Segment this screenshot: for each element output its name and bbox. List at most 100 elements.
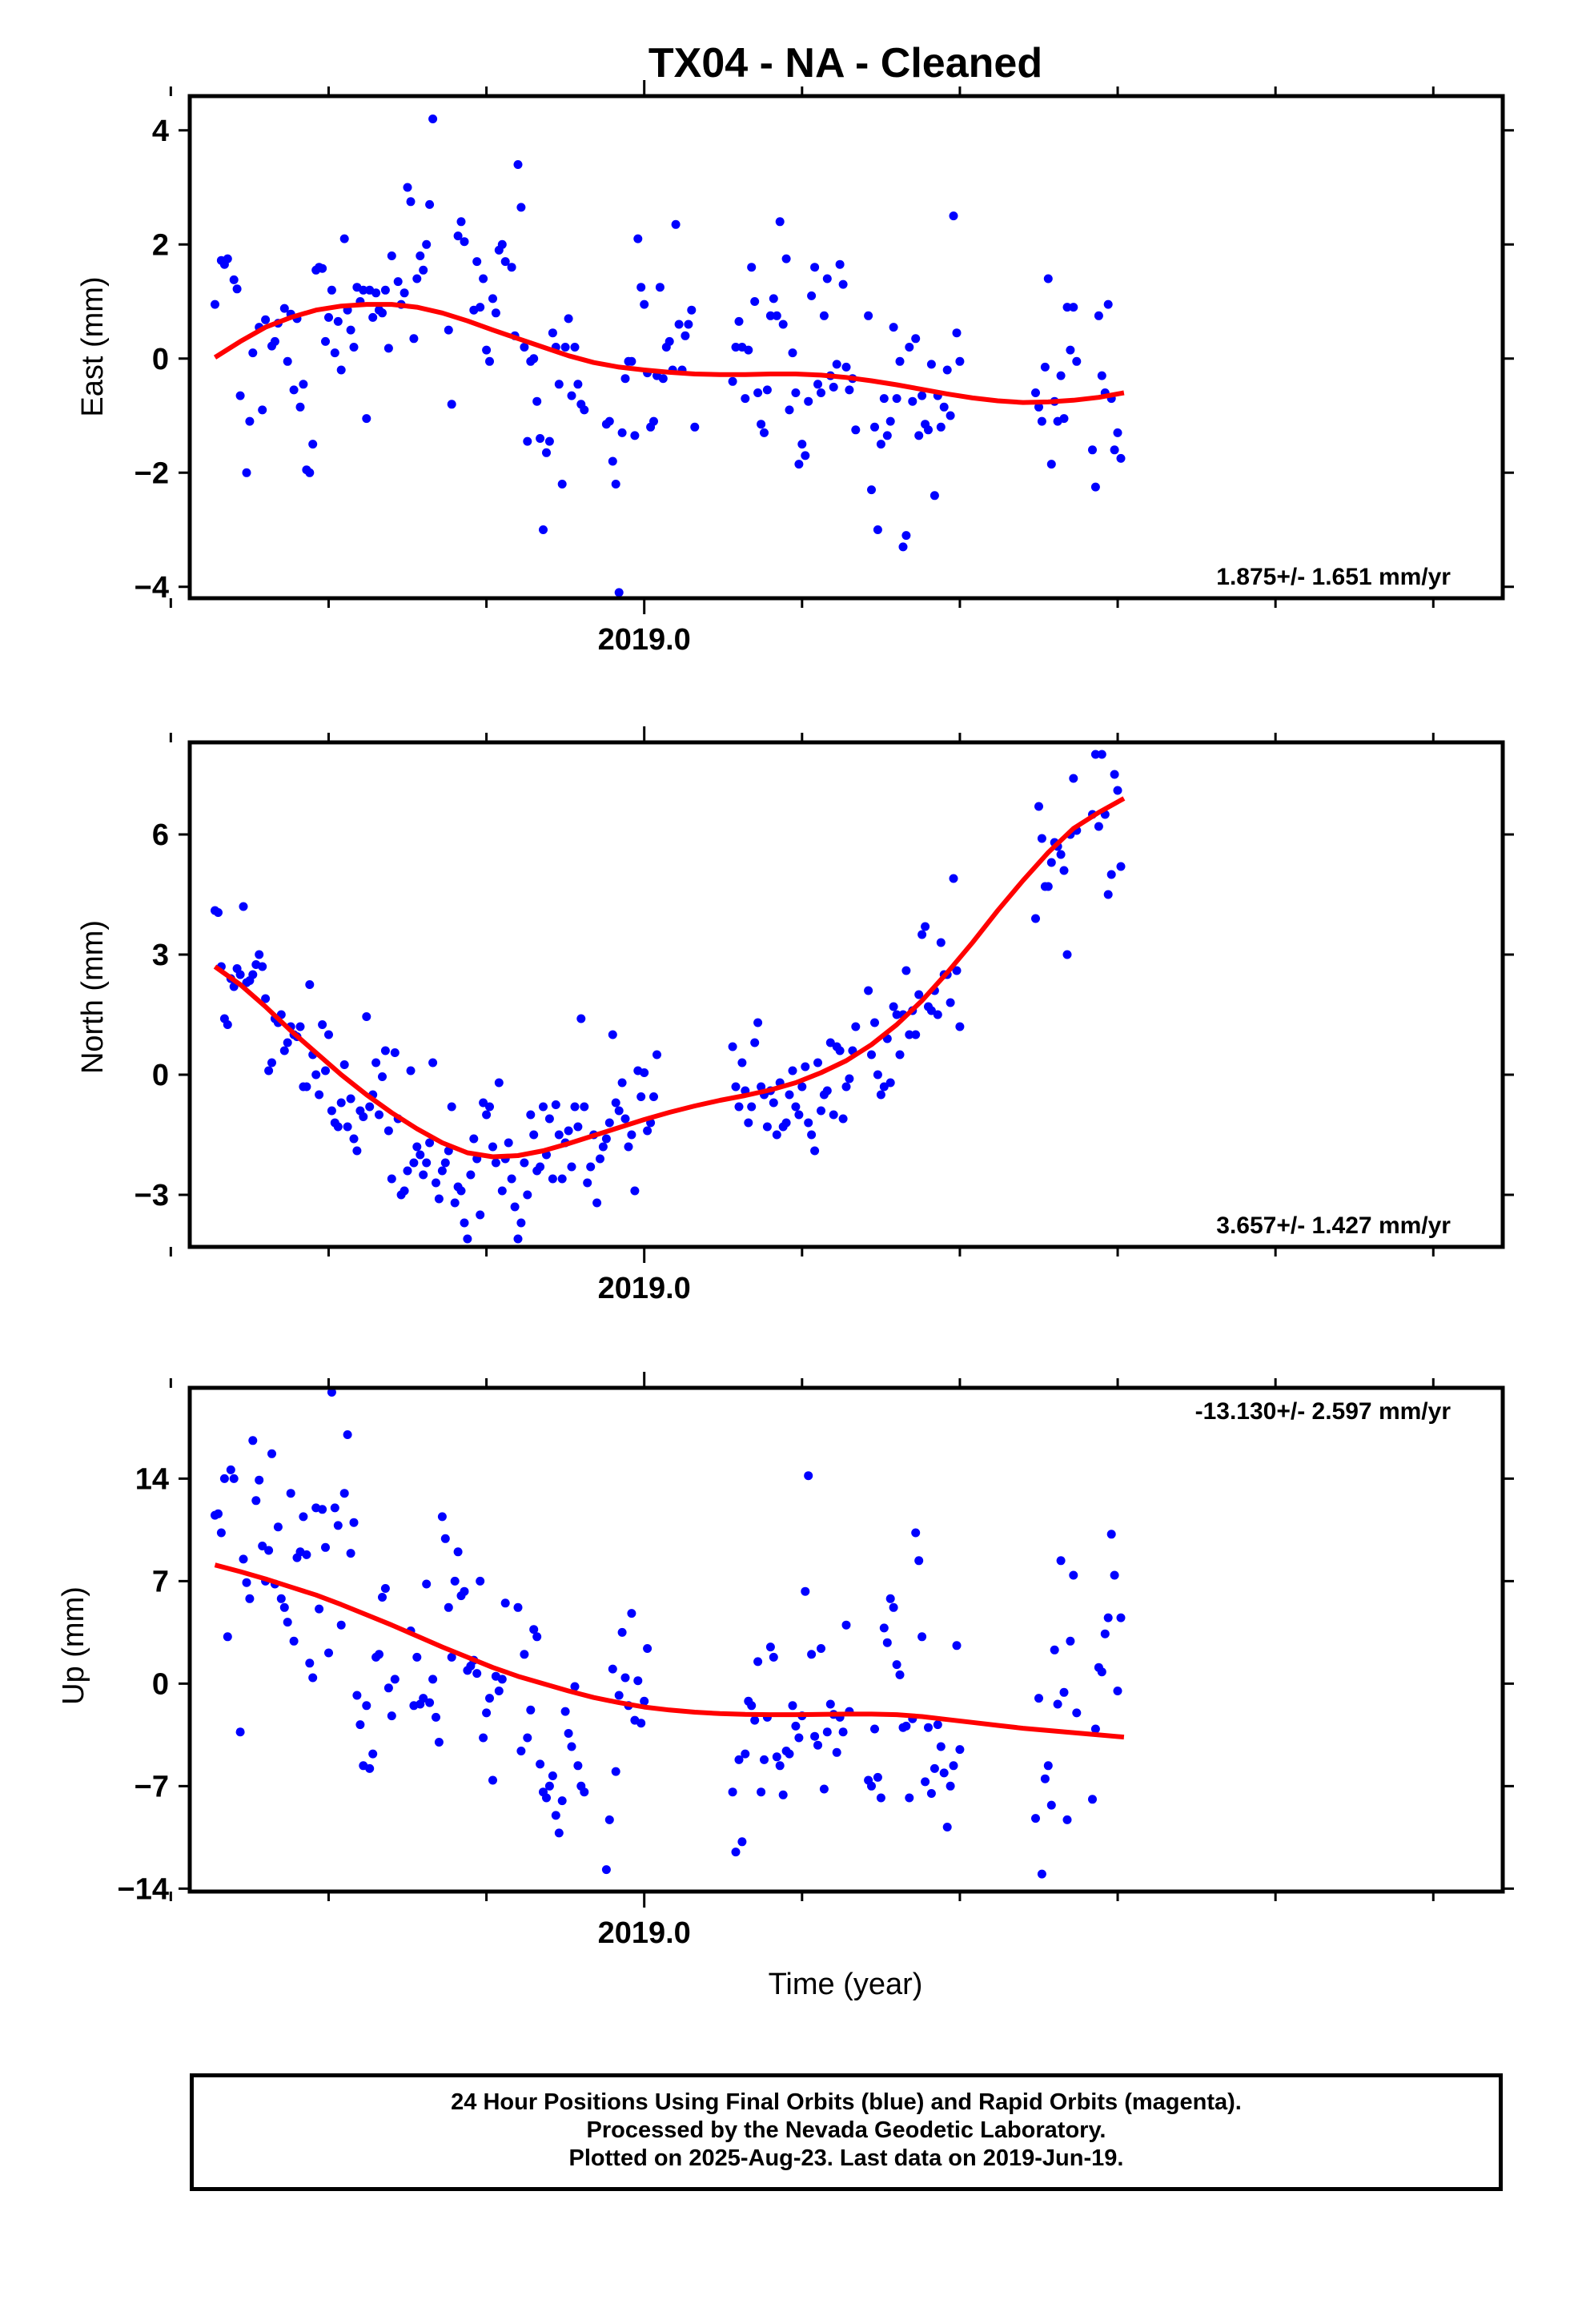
north-data-point bbox=[283, 1038, 292, 1047]
up-data-point bbox=[952, 1641, 962, 1651]
up-fit-line bbox=[214, 1562, 1125, 1740]
north-data-point bbox=[864, 986, 873, 995]
north-data-point bbox=[762, 1122, 772, 1132]
up-data-point bbox=[321, 1542, 330, 1552]
up-data-point bbox=[760, 1755, 769, 1764]
north-data-point bbox=[412, 1142, 422, 1152]
east-data-point bbox=[930, 491, 939, 501]
up-data-point bbox=[1050, 1645, 1059, 1655]
up-data-point bbox=[933, 1720, 942, 1730]
up-data-point bbox=[801, 1586, 810, 1596]
north-data-point bbox=[914, 990, 924, 999]
east-data-point bbox=[1088, 445, 1097, 455]
east-data-point bbox=[813, 380, 822, 389]
east-data-point bbox=[567, 391, 576, 400]
east-data-point bbox=[658, 374, 668, 384]
east-data-point bbox=[580, 405, 589, 415]
up-data-point bbox=[554, 1828, 564, 1838]
east-data-point bbox=[295, 402, 305, 412]
up-data-point bbox=[251, 1496, 261, 1506]
north-data-point bbox=[440, 1158, 450, 1168]
up-data-point bbox=[608, 1664, 617, 1674]
east-data-point bbox=[728, 376, 737, 386]
up-data-point bbox=[264, 1546, 274, 1555]
north-data-point bbox=[1031, 914, 1040, 923]
north-data-point bbox=[611, 1098, 620, 1108]
north-data-point bbox=[652, 1050, 661, 1059]
north-data-point bbox=[601, 1134, 611, 1144]
north-data-point bbox=[892, 1010, 901, 1019]
up-data-point bbox=[731, 1848, 741, 1857]
up-data-point bbox=[330, 1503, 339, 1513]
north-data-point bbox=[536, 1162, 545, 1172]
north-data-point bbox=[434, 1194, 444, 1204]
up-data-point bbox=[390, 1675, 400, 1684]
east-data-point bbox=[573, 380, 583, 389]
up-data-point bbox=[273, 1522, 283, 1532]
east-data-point bbox=[765, 311, 775, 320]
east-data-point bbox=[513, 160, 523, 169]
north-data-point bbox=[889, 1002, 898, 1011]
east-data-point bbox=[279, 304, 289, 313]
up-data-point bbox=[279, 1602, 289, 1612]
north-data-point bbox=[1046, 858, 1056, 867]
up-data-point bbox=[1046, 1800, 1056, 1810]
east-data-point bbox=[687, 305, 697, 315]
up-data-point bbox=[551, 1811, 560, 1820]
east-data-point bbox=[684, 320, 693, 329]
north-data-point bbox=[375, 1110, 383, 1120]
north-data-point bbox=[801, 1062, 810, 1072]
east-data-point bbox=[444, 325, 453, 335]
east-data-point bbox=[339, 234, 349, 243]
east-data-point bbox=[529, 354, 539, 364]
up-data-point bbox=[601, 1865, 611, 1875]
up-data-point bbox=[788, 1701, 797, 1711]
up-data-point bbox=[769, 1652, 778, 1662]
east-data-point bbox=[229, 275, 239, 284]
north-data-point bbox=[744, 1118, 753, 1128]
north-data-point bbox=[267, 1058, 276, 1068]
north-x-tick-label: 2019.0 bbox=[598, 1272, 691, 1305]
east-data-point bbox=[911, 334, 921, 344]
up-x-tick-label: 2019.0 bbox=[598, 1916, 691, 1950]
east-data-point bbox=[428, 115, 438, 123]
up-data-point bbox=[1053, 1699, 1062, 1709]
north-data-point bbox=[905, 1030, 914, 1039]
north-data-point bbox=[573, 1122, 583, 1132]
north-data-point bbox=[315, 1090, 324, 1100]
up-data-point bbox=[946, 1781, 955, 1791]
up-data-point bbox=[476, 1576, 485, 1586]
up-data-point bbox=[914, 1556, 924, 1566]
north-data-point bbox=[1069, 774, 1078, 783]
up-data-point bbox=[1034, 1694, 1043, 1703]
east-data-point bbox=[1072, 356, 1082, 366]
north-data-point bbox=[955, 1022, 965, 1031]
north-data-point bbox=[933, 1010, 942, 1019]
east-data-point bbox=[523, 436, 532, 446]
east-data-point bbox=[336, 365, 346, 375]
up-data-point bbox=[1103, 1613, 1113, 1622]
up-data-point bbox=[753, 1657, 763, 1667]
east-data-point bbox=[819, 311, 829, 320]
caption-box: 24 Hour Positions Using Final Orbits (bl… bbox=[190, 2073, 1503, 2191]
east-data-point bbox=[539, 525, 548, 534]
north-data-point bbox=[476, 1210, 485, 1220]
north-data-point bbox=[1094, 822, 1103, 831]
up-data-point bbox=[1100, 1629, 1110, 1638]
east-data-point bbox=[261, 315, 271, 324]
north-data-point bbox=[876, 1090, 885, 1100]
east-data-point bbox=[476, 303, 485, 312]
north-data-point bbox=[258, 962, 267, 971]
north-data-point bbox=[311, 1070, 321, 1080]
up-data-point bbox=[343, 1430, 352, 1439]
east-data-point bbox=[393, 277, 403, 287]
east-data-point bbox=[548, 328, 557, 338]
up-data-point bbox=[425, 1698, 435, 1707]
up-data-point bbox=[882, 1638, 892, 1647]
east-data-point bbox=[879, 394, 889, 404]
north-data-point bbox=[901, 966, 911, 975]
north-data-point bbox=[604, 1118, 614, 1128]
up-data-point bbox=[785, 1749, 794, 1759]
east-data-point bbox=[810, 263, 820, 272]
east-data-point bbox=[507, 263, 516, 272]
